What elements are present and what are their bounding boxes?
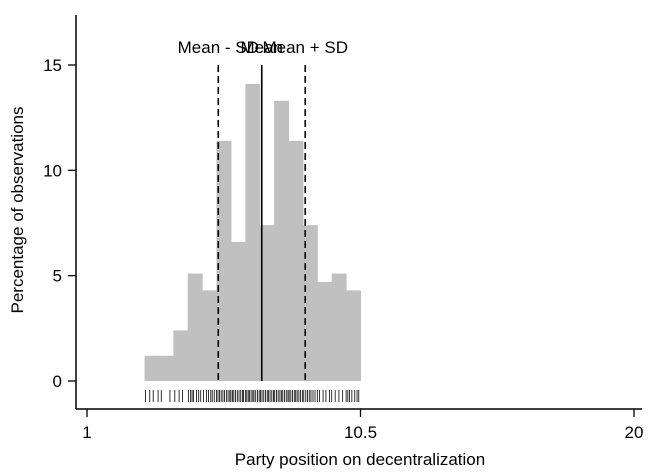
y-axis-title: Percentage of observations xyxy=(8,107,27,314)
histogram-bar-0 xyxy=(144,355,160,381)
histogram-bar-8 xyxy=(259,225,275,381)
histogram-bar-12 xyxy=(317,281,333,381)
reference-label-0: Mean - SD xyxy=(178,38,259,57)
x-tick-label-2: 20 xyxy=(625,423,644,442)
y-ticks: 0 5 10 15 xyxy=(43,56,76,391)
histogram-bar-2 xyxy=(173,330,189,381)
rug-marks xyxy=(145,390,360,402)
histogram-bar-9 xyxy=(274,100,290,382)
y-tick-label-3: 15 xyxy=(43,56,62,75)
histogram-bar-14 xyxy=(346,290,361,381)
histogram-bar-10 xyxy=(288,140,304,381)
histogram-bar-4 xyxy=(202,290,218,381)
y-tick-label-0: 0 xyxy=(53,372,62,391)
histogram-bar-13 xyxy=(331,273,347,381)
histogram-bar-5 xyxy=(216,140,232,381)
histogram-bar-1 xyxy=(158,355,174,381)
x-tick-label-1: 10.5 xyxy=(344,423,377,442)
x-tick-label-0: 1 xyxy=(82,423,91,442)
y-tick-label-2: 10 xyxy=(43,161,62,180)
x-axis-title: Party position on decentralization xyxy=(235,450,485,469)
histogram-bar-11 xyxy=(302,225,318,381)
reference-label-1: Mean xyxy=(240,38,283,57)
y-tick-label-1: 5 xyxy=(53,267,62,286)
histogram-bar-7 xyxy=(245,83,261,382)
histogram-bar-3 xyxy=(187,273,203,381)
axes xyxy=(75,15,642,410)
histogram-bars xyxy=(144,83,361,382)
reference-label-2: Mean + SD xyxy=(262,38,348,57)
x-ticks: 1 10.5 20 xyxy=(82,409,643,442)
histogram-bar-6 xyxy=(230,241,246,381)
